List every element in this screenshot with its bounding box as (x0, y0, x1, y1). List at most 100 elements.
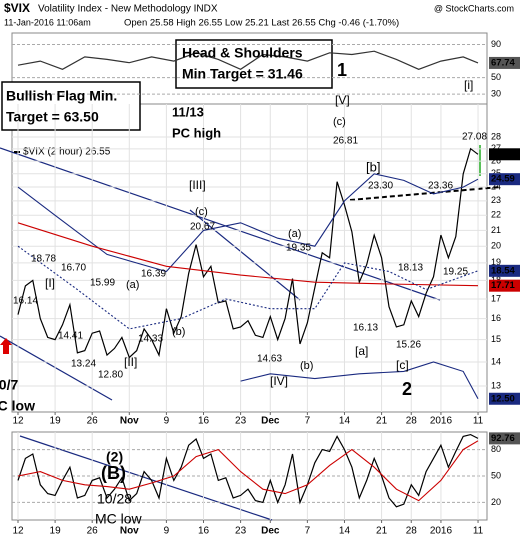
annotation: (a) (126, 279, 139, 291)
annotation: 23.36 (428, 181, 453, 192)
series-line (17, 433, 479, 508)
series-line (17, 440, 479, 502)
x-tick-label: 26 (87, 416, 99, 427)
panel-frames (11, 32, 488, 521)
annotation: 27.08 (462, 132, 487, 143)
annotation: [a] (355, 344, 368, 358)
x-tick-label: 9 (164, 416, 170, 427)
y-tick-label: 14 (491, 356, 501, 366)
y-tick-label: 19 (491, 257, 501, 267)
x-tick-label: 14 (339, 416, 351, 427)
value-box-label: 24.59 (491, 174, 515, 185)
annotation: 16.13 (353, 323, 378, 334)
legend-entry: $VIX (2 hour) 26.55 (23, 147, 111, 158)
annotation: (B) (101, 463, 126, 483)
y-tick-label: 20 (491, 241, 501, 251)
y-tick-label: 21 (491, 225, 501, 235)
x-tick-label: 2016 (430, 526, 453, 537)
annotation: (c) (333, 116, 346, 128)
x-tick-label: 26 (87, 526, 99, 537)
annotation: 18.13 (398, 263, 423, 274)
x-tick-label: Nov (120, 416, 139, 427)
x-tick-label: 19 (50, 416, 62, 427)
value-box-label: 18.54 (491, 265, 515, 276)
x-tick-label: 7 (305, 416, 311, 427)
series-line (17, 50, 479, 70)
y-tick-label: 23 (491, 195, 501, 205)
annotation: PC high (172, 125, 221, 140)
series-line (17, 173, 479, 273)
timestamp: 11-Jan-2016 11:06am (4, 17, 91, 27)
x-tick-label: 16 (198, 416, 210, 427)
annotation: 12.80 (98, 370, 123, 381)
annotation-box (1, 81, 141, 131)
x-tick-label: 2016 (430, 416, 453, 427)
annotation: 20.67 (190, 222, 215, 233)
annotation-box (175, 39, 333, 89)
x-tick-label: 14 (339, 526, 351, 537)
y-tick-label: 50 (491, 72, 501, 82)
annotation: 14.33 (138, 334, 163, 345)
annotation: 16.39 (141, 269, 166, 280)
annotation: Bullish Flag Min. (6, 88, 117, 104)
x-tick-label: 11 (473, 416, 484, 427)
annotation: 1 (337, 60, 347, 80)
value-box (489, 392, 520, 405)
panel-frame (11, 103, 488, 413)
y-tick-label: 17 (491, 293, 501, 303)
x-tick-label: 19 (50, 526, 62, 537)
series-line (17, 222, 479, 287)
value-box (489, 56, 520, 69)
y-tick-label: 13 (491, 380, 501, 390)
annotation: MC low (95, 511, 143, 527)
annotation: (b) (300, 360, 313, 372)
annotation: 26.81 (333, 136, 358, 147)
y-tick-label: 15 (491, 334, 501, 344)
annotation: 15.99 (90, 278, 115, 289)
annotation: [I] (45, 276, 55, 290)
annotation: [V] (335, 93, 350, 107)
source: @ StockCharts.com (434, 3, 514, 13)
annotation: (c) (195, 206, 208, 218)
y-tick-label: 24 (491, 181, 501, 191)
annotation: Target = 63.50 (6, 109, 99, 125)
annotation: 11/13 (172, 104, 204, 119)
annotation: Min Target = 31.46 (182, 66, 303, 82)
y-tick-label: 30 (491, 88, 501, 98)
value-box (489, 432, 520, 445)
annotation: (2) (106, 449, 123, 465)
y-tick-label: 26 (491, 155, 501, 165)
trendline (189, 209, 301, 301)
x-tick-label: 21 (376, 526, 388, 537)
annotation: 23.30 (368, 181, 393, 192)
x-tick-label: 11 (473, 526, 484, 537)
x-tick-label: 28 (406, 416, 418, 427)
x-tick-label: 23 (235, 416, 247, 427)
value-box (489, 173, 520, 186)
annotation: [III] (189, 178, 206, 192)
x-tick-label: 12 (12, 416, 24, 427)
y-tick-label: 16 (491, 313, 501, 323)
annotation: [i] (464, 78, 473, 92)
x-tick-label: 7 (305, 526, 311, 537)
value-box-label: 17.71 (491, 280, 515, 291)
annotation: 19.35 (286, 243, 311, 254)
series-line (17, 147, 479, 359)
annotation: 19.25 (443, 267, 468, 278)
series-line (17, 245, 479, 330)
x-tick-label: 23 (235, 526, 247, 537)
value-box-label: 67.74 (491, 57, 515, 68)
annotation: [b] (366, 159, 380, 174)
x-tick-label: 9 (164, 526, 170, 537)
annotation: 10/28 (97, 491, 132, 507)
annotation: 14.41 (58, 331, 83, 342)
annotation: (a) (288, 228, 301, 240)
annotation: 16.14 (13, 296, 38, 307)
y-tick-label: 50 (491, 470, 501, 480)
y-tick-label: 80 (491, 444, 501, 454)
annotation: 2 (402, 379, 412, 399)
value-box-label: 26.55 (491, 149, 515, 160)
annotation: [IV] (270, 374, 288, 388)
annotation: 18.78 (31, 254, 56, 265)
